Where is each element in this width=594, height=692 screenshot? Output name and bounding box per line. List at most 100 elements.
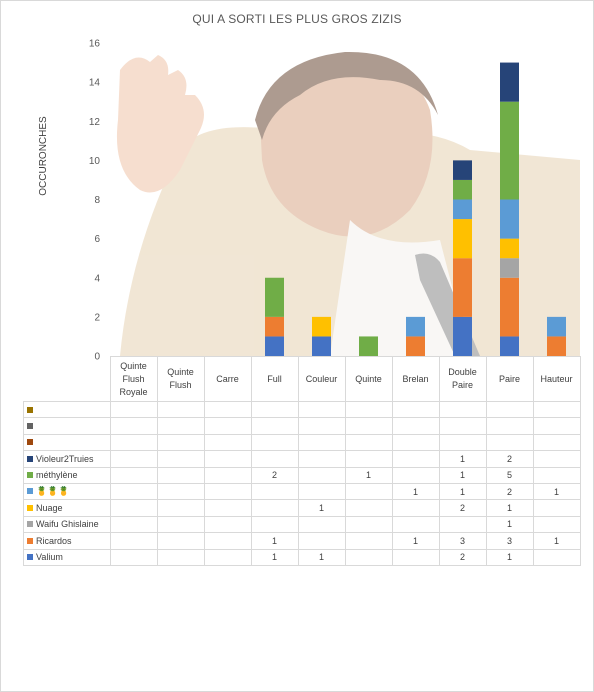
data-cell xyxy=(485,400,534,419)
y-tick-label: 14 xyxy=(89,78,101,89)
data-cell xyxy=(203,515,252,534)
series-name-cell: Valium xyxy=(23,548,111,566)
table-body: Violeur2Truies 1 2 méthylène 2 1 1 5 🍍🍍🍍 1 1 2 1 Nuag… xyxy=(23,400,581,566)
data-cell: 1 xyxy=(250,548,299,566)
y-tick-label: 16 xyxy=(89,39,101,50)
data-cell xyxy=(297,400,346,419)
bar-segment xyxy=(500,101,519,200)
legend-swatch xyxy=(27,505,33,512)
data-cell xyxy=(438,417,487,435)
bar-segment xyxy=(453,179,472,200)
data-cell: 1 xyxy=(532,482,581,501)
data-cell xyxy=(438,433,487,452)
data-cell xyxy=(203,499,252,517)
data-cell: 1 xyxy=(297,548,346,566)
table-row: 🍍🍍🍍 1 1 2 1 xyxy=(23,482,581,501)
data-cell: 2 xyxy=(485,482,534,501)
data-cell xyxy=(344,417,393,435)
category-label: Quinte xyxy=(344,356,393,402)
legend-swatch xyxy=(27,488,33,495)
table-row xyxy=(23,433,581,452)
data-cell xyxy=(109,433,158,452)
data-cell xyxy=(156,532,205,550)
data-cell xyxy=(297,515,346,534)
category-label: Carre xyxy=(203,356,252,402)
data-cell xyxy=(391,548,440,566)
legend-swatch xyxy=(27,554,33,561)
data-cell xyxy=(297,433,346,452)
series-name-cell xyxy=(23,417,111,435)
table-row: Nuage 1 2 1 xyxy=(23,499,581,517)
data-cell xyxy=(203,466,252,484)
series-name-cell xyxy=(23,433,111,452)
data-cell: 1 xyxy=(438,466,487,484)
legend-swatch xyxy=(27,455,33,462)
data-cell xyxy=(391,400,440,419)
series-name-cell: Nuage xyxy=(23,499,111,517)
series-name: Nuage xyxy=(36,503,63,514)
data-cell xyxy=(391,499,440,517)
data-cell xyxy=(250,515,299,534)
bar-segment xyxy=(312,336,331,356)
data-cell: 1 xyxy=(344,466,393,484)
bar-segment xyxy=(453,316,472,356)
legend-swatch xyxy=(27,406,33,413)
data-cell: 3 xyxy=(485,532,534,550)
table-corner-cell xyxy=(23,356,110,402)
data-cell xyxy=(203,548,252,566)
bar-segment xyxy=(547,336,566,356)
data-cell xyxy=(532,433,581,452)
legend-swatch xyxy=(27,537,33,544)
series-name: Waifu Ghislaine xyxy=(36,519,99,530)
data-cell xyxy=(250,482,299,501)
table-row: méthylène 2 1 1 5 xyxy=(23,466,581,484)
table-header-row: Quinte Flush Royale Quinte Flush Carre Full… xyxy=(23,356,581,402)
data-cell: 1 xyxy=(391,532,440,550)
data-cell xyxy=(532,466,581,484)
data-cell xyxy=(297,466,346,484)
table-row: Valium 1 1 2 1 xyxy=(23,548,581,566)
data-cell xyxy=(391,450,440,468)
data-table: Quinte Flush Royale Quinte Flush Carre Full… xyxy=(23,356,581,566)
y-tick-label: 12 xyxy=(89,117,101,128)
bar-segment xyxy=(359,336,378,356)
bar-segment xyxy=(500,62,519,102)
series-name-cell: Ricardos xyxy=(23,532,111,550)
data-cell xyxy=(203,433,252,452)
data-cell xyxy=(344,482,393,501)
series-name-cell xyxy=(23,400,111,419)
data-cell xyxy=(344,499,393,517)
data-cell xyxy=(532,515,581,534)
legend-swatch xyxy=(27,439,33,446)
table-row xyxy=(23,417,581,435)
data-cell xyxy=(297,532,346,550)
data-cell: 2 xyxy=(485,450,534,468)
data-cell xyxy=(250,433,299,452)
data-cell xyxy=(109,417,158,435)
bar-segment xyxy=(500,199,519,239)
legend-swatch xyxy=(27,472,33,479)
data-cell: 1 xyxy=(532,532,581,550)
data-cell xyxy=(156,417,205,435)
table-row: Violeur2Truies 1 2 xyxy=(23,450,581,468)
data-cell xyxy=(344,532,393,550)
data-cell xyxy=(109,400,158,419)
data-cell xyxy=(203,450,252,468)
data-cell xyxy=(391,466,440,484)
bar-segment xyxy=(265,316,284,337)
data-cell: 1 xyxy=(297,499,346,517)
data-cell xyxy=(344,450,393,468)
data-cell xyxy=(109,515,158,534)
data-cell xyxy=(156,515,205,534)
data-cell xyxy=(297,482,346,501)
data-cell xyxy=(156,466,205,484)
series-name-cell: 🍍🍍🍍 xyxy=(23,482,111,501)
y-tick-label: 6 xyxy=(94,234,100,245)
bar-segment xyxy=(453,258,472,317)
data-cell xyxy=(532,450,581,468)
data-cell xyxy=(485,417,534,435)
data-cell xyxy=(109,450,158,468)
category-label: Quinte Flush xyxy=(156,356,205,402)
